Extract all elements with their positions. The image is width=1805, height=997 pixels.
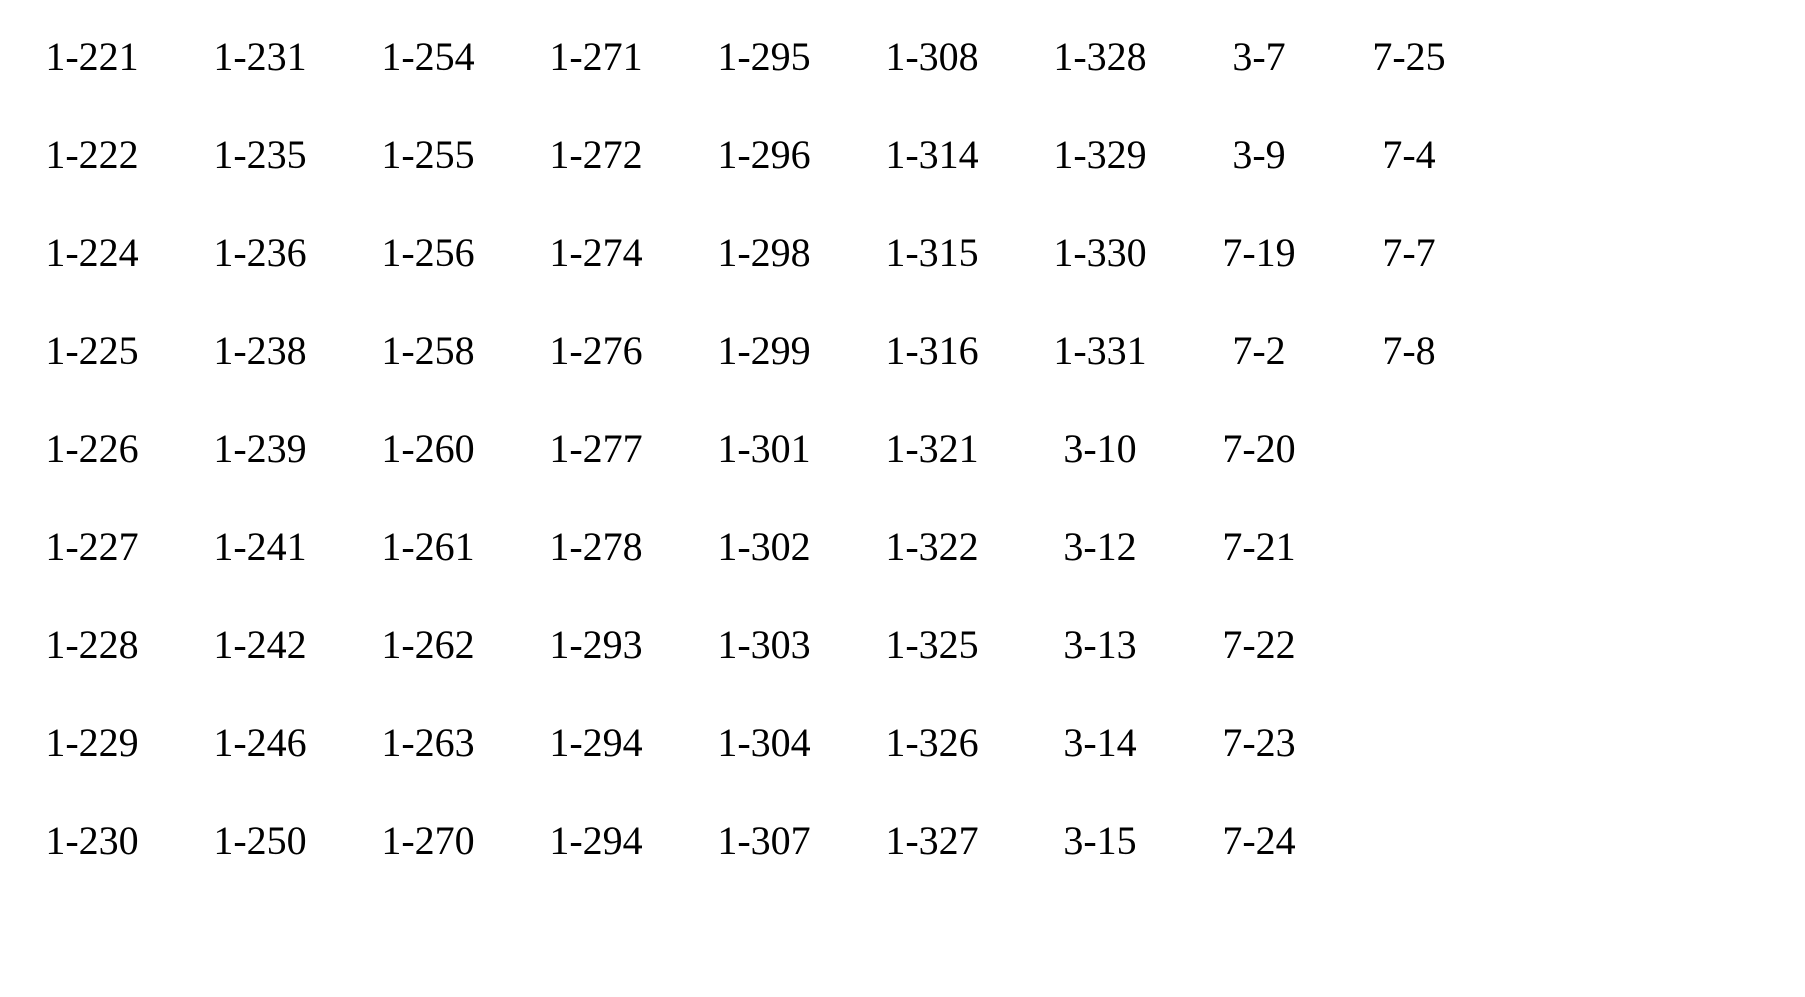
table-cell: 1-330 [1016,204,1184,302]
table-cell: 1-246 [176,694,344,792]
table-cell: 1-316 [848,302,1016,400]
table-cell: 1-256 [344,204,512,302]
table-cell: 1-328 [1016,8,1184,106]
table-cell: 1-308 [848,8,1016,106]
table-cell: 1-250 [176,792,344,890]
table-cell: 1-278 [512,498,680,596]
table-cell: 3-15 [1016,792,1184,890]
table-cell: 1-302 [680,498,848,596]
table-cell: 1-236 [176,204,344,302]
table-cell: 1-221 [8,8,176,106]
table-cell: 3-13 [1016,596,1184,694]
table-cell: 1-229 [8,694,176,792]
table-cell: 7-25 [1334,8,1484,106]
table-cell: 1-307 [680,792,848,890]
table-cell: 1-270 [344,792,512,890]
table-cell: 7-23 [1184,694,1334,792]
table-cell: 3-12 [1016,498,1184,596]
table-cell: 1-262 [344,596,512,694]
table-cell: 1-261 [344,498,512,596]
table-cell-empty [1334,792,1484,890]
table-cell: 1-254 [344,8,512,106]
table-cell: 1-235 [176,106,344,204]
table-cell: 7-8 [1334,302,1484,400]
table-cell: 1-299 [680,302,848,400]
table-cell: 1-271 [512,8,680,106]
table-cell-empty [1334,498,1484,596]
table-cell: 1-274 [512,204,680,302]
table-cell: 1-255 [344,106,512,204]
table-cell: 1-230 [8,792,176,890]
table-cell: 1-239 [176,400,344,498]
table-cell: 3-14 [1016,694,1184,792]
table-cell: 1-295 [680,8,848,106]
table-cell: 7-24 [1184,792,1334,890]
table-cell: 1-263 [344,694,512,792]
table-cell: 1-226 [8,400,176,498]
table-cell-empty [1334,400,1484,498]
table-cell: 1-238 [176,302,344,400]
table-cell: 7-2 [1184,302,1334,400]
table-cell: 1-331 [1016,302,1184,400]
table-cell: 1-272 [512,106,680,204]
table-cell: 1-315 [848,204,1016,302]
table-cell: 1-293 [512,596,680,694]
table-cell: 1-294 [512,694,680,792]
table-cell: 3-9 [1184,106,1334,204]
table-cell: 1-327 [848,792,1016,890]
table-cell: 1-276 [512,302,680,400]
table-cell: 1-227 [8,498,176,596]
table-cell: 1-301 [680,400,848,498]
table-cell: 1-224 [8,204,176,302]
table-cell: 1-314 [848,106,1016,204]
table-cell: 7-22 [1184,596,1334,694]
table-cell: 1-298 [680,204,848,302]
table-cell: 7-19 [1184,204,1334,302]
table-cell: 7-4 [1334,106,1484,204]
table-cell: 1-321 [848,400,1016,498]
table-cell-empty [1334,694,1484,792]
table-cell: 1-228 [8,596,176,694]
table-cell: 1-225 [8,302,176,400]
table-cell: 1-322 [848,498,1016,596]
table-cell: 3-10 [1016,400,1184,498]
table-cell: 1-326 [848,694,1016,792]
table-cell: 1-304 [680,694,848,792]
table-cell: 1-303 [680,596,848,694]
table-cell: 1-296 [680,106,848,204]
table-cell: 1-222 [8,106,176,204]
table-cell: 7-20 [1184,400,1334,498]
table-cell: 1-258 [344,302,512,400]
table-cell: 1-260 [344,400,512,498]
table-cell: 1-242 [176,596,344,694]
table-cell: 7-21 [1184,498,1334,596]
table-cell: 1-241 [176,498,344,596]
table-cell: 1-277 [512,400,680,498]
reference-code-table: 1-2211-2311-2541-2711-2951-3081-3283-77-… [0,0,1805,997]
table-cell: 7-7 [1334,204,1484,302]
table-cell: 1-294 [512,792,680,890]
table-cell: 1-329 [1016,106,1184,204]
table-cell-empty [1334,596,1484,694]
table-cell: 1-325 [848,596,1016,694]
table-cell: 3-7 [1184,8,1334,106]
table-cell: 1-231 [176,8,344,106]
